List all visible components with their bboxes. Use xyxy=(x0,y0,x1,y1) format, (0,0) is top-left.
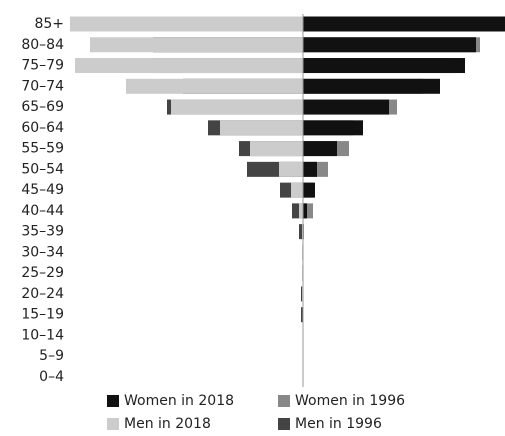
bar xyxy=(75,58,303,74)
y-tick-label: 5–9 xyxy=(39,348,64,364)
bar xyxy=(303,99,389,115)
y-tick-label: 30–34 xyxy=(21,244,64,260)
bar xyxy=(303,161,317,177)
legend-swatch xyxy=(107,395,119,407)
bar xyxy=(291,182,303,198)
bar xyxy=(303,141,337,157)
y-tick-label: 40–44 xyxy=(21,203,64,219)
y-tick-label: 80–84 xyxy=(21,37,64,53)
bar xyxy=(70,16,303,32)
bar xyxy=(303,203,307,219)
bar xyxy=(292,203,303,219)
y-tick-label: 60–64 xyxy=(21,120,64,136)
bar xyxy=(220,120,303,136)
legend-label: Women in 2018 xyxy=(124,393,234,409)
bar xyxy=(303,120,363,136)
bar xyxy=(303,182,315,198)
legend-label: Women in 1996 xyxy=(295,393,405,409)
y-tick-label: 45–49 xyxy=(21,182,64,198)
y-tick-label: 50–54 xyxy=(21,161,64,177)
y-tick-label: 35–39 xyxy=(21,224,64,240)
y-tick-label: 55–59 xyxy=(21,141,64,157)
bar xyxy=(303,203,313,219)
legend-swatch xyxy=(278,395,290,407)
y-tick-label: 10–14 xyxy=(21,327,64,343)
bar xyxy=(171,99,303,115)
bar xyxy=(303,58,465,74)
bar xyxy=(303,16,505,32)
y-tick-label: 70–74 xyxy=(21,78,64,94)
bar xyxy=(303,78,440,94)
bar xyxy=(299,224,303,240)
bar xyxy=(126,78,303,94)
legend-swatch xyxy=(107,418,119,430)
y-tick-label: 0–4 xyxy=(39,369,64,385)
y-tick-label: 85+ xyxy=(34,16,64,32)
bar xyxy=(250,141,303,157)
y-tick-label: 65–69 xyxy=(21,99,64,115)
legend-label: Men in 1996 xyxy=(295,416,382,432)
bar xyxy=(299,203,303,219)
bar xyxy=(301,307,303,323)
legend-swatch xyxy=(278,418,290,430)
bar xyxy=(279,161,303,177)
y-tick-label: 25–29 xyxy=(21,265,64,281)
bar xyxy=(90,37,303,53)
y-tick-label: 20–24 xyxy=(21,286,64,302)
legend-label: Men in 2018 xyxy=(124,416,211,432)
bar xyxy=(303,37,476,53)
y-tick-label: 75–79 xyxy=(21,58,64,74)
y-tick-label: 15–19 xyxy=(21,307,64,323)
